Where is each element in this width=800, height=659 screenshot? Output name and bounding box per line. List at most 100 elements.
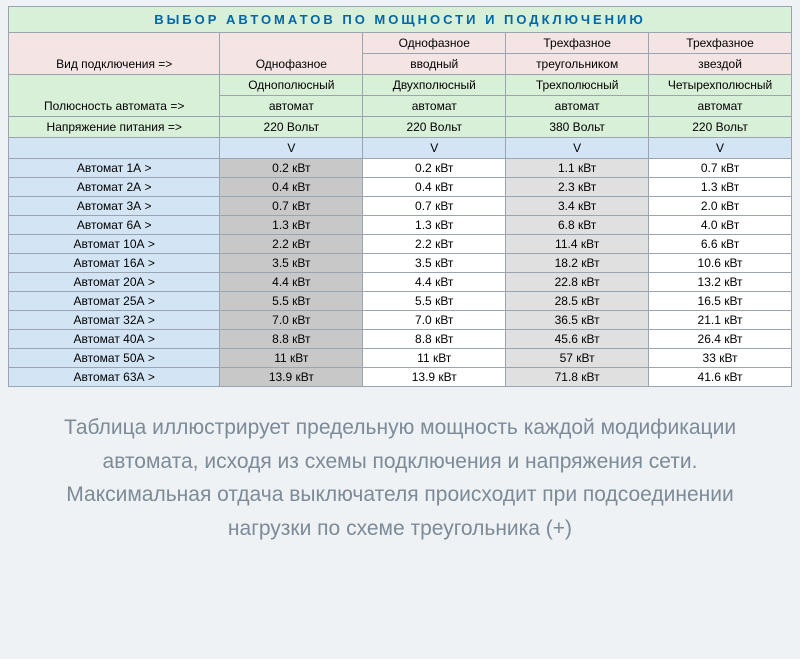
data-cell: 0.2 кВт: [363, 159, 506, 178]
data-cell: 10.6 кВт: [649, 254, 792, 273]
header-cell: автомат: [649, 96, 792, 117]
header-label: Полюсность автомата =>: [9, 75, 220, 117]
data-cell: 11 кВт: [363, 349, 506, 368]
data-cell: 57 кВт: [506, 349, 649, 368]
data-cell: 5.5 кВт: [363, 292, 506, 311]
header-label: Вид подключения =>: [9, 33, 220, 75]
caption-text: Таблица иллюстрирует предельную мощность…: [0, 387, 800, 545]
table-row: Автомат 50А >11 кВт11 кВт57 кВт33 кВт: [9, 349, 792, 368]
breaker-table: ВЫБОР АВТОМАТОВ ПО МОЩНОСТИ И ПОДКЛЮЧЕНИ…: [8, 6, 792, 387]
data-cell: 1.1 кВт: [506, 159, 649, 178]
data-cell: 0.2 кВт: [220, 159, 363, 178]
header-cell: 220 Вольт: [649, 117, 792, 138]
data-cell: 0.7 кВт: [649, 159, 792, 178]
row-label: Автомат 1А >: [9, 159, 220, 178]
row-label: Автомат 6А >: [9, 216, 220, 235]
data-cell: 11 кВт: [220, 349, 363, 368]
header-cell: Однофазное: [363, 33, 506, 54]
data-cell: 71.8 кВт: [506, 368, 649, 387]
data-cell: 13.2 кВт: [649, 273, 792, 292]
data-cell: 4.0 кВт: [649, 216, 792, 235]
table-row: Автомат 10А >2.2 кВт2.2 кВт11.4 кВт6.6 к…: [9, 235, 792, 254]
header-cell: Трехфазное: [506, 33, 649, 54]
header-cell: Двухполюсный: [363, 75, 506, 96]
data-cell: 4.4 кВт: [363, 273, 506, 292]
data-cell: 45.6 кВт: [506, 330, 649, 349]
table-wrap: ВЫБОР АВТОМАТОВ ПО МОЩНОСТИ И ПОДКЛЮЧЕНИ…: [0, 0, 800, 387]
data-cell: 8.8 кВт: [220, 330, 363, 349]
data-cell: 11.4 кВт: [506, 235, 649, 254]
data-cell: 6.6 кВт: [649, 235, 792, 254]
table-row: Автомат 40А >8.8 кВт8.8 кВт45.6 кВт26.4 …: [9, 330, 792, 349]
data-cell: 41.6 кВт: [649, 368, 792, 387]
header-cell: автомат: [363, 96, 506, 117]
data-cell: 7.0 кВт: [363, 311, 506, 330]
data-cell: 13.9 кВт: [363, 368, 506, 387]
row-label: Автомат 3А >: [9, 197, 220, 216]
data-cell: 1.3 кВт: [649, 178, 792, 197]
data-cell: 7.0 кВт: [220, 311, 363, 330]
data-cell: 2.2 кВт: [363, 235, 506, 254]
data-cell: 3.4 кВт: [506, 197, 649, 216]
data-cell: 0.7 кВт: [363, 197, 506, 216]
data-cell: 1.3 кВт: [363, 216, 506, 235]
header-cell: V: [363, 138, 506, 159]
data-cell: 3.5 кВт: [220, 254, 363, 273]
data-cell: 21.1 кВт: [649, 311, 792, 330]
row-label: Автомат 20А >: [9, 273, 220, 292]
row-label: Автомат 32А >: [9, 311, 220, 330]
row-label: Автомат 63А >: [9, 368, 220, 387]
data-cell: 26.4 кВт: [649, 330, 792, 349]
header-cell: 380 Вольт: [506, 117, 649, 138]
header-cell: звездой: [649, 54, 792, 75]
data-cell: 18.2 кВт: [506, 254, 649, 273]
data-cell: 0.4 кВт: [220, 178, 363, 197]
data-cell: 4.4 кВт: [220, 273, 363, 292]
row-label: Автомат 40А >: [9, 330, 220, 349]
header-cell: Трехполюсный: [506, 75, 649, 96]
data-cell: 33 кВт: [649, 349, 792, 368]
header-cell: Однофазное: [220, 33, 363, 75]
row-label: Автомат 25А >: [9, 292, 220, 311]
table-title: ВЫБОР АВТОМАТОВ ПО МОЩНОСТИ И ПОДКЛЮЧЕНИ…: [9, 7, 792, 33]
header-cell: треугольником: [506, 54, 649, 75]
header-cell: Однополюсный: [220, 75, 363, 96]
header-label: Напряжение питания =>: [9, 117, 220, 138]
header-cell: вводный: [363, 54, 506, 75]
row-label: Автомат 50А >: [9, 349, 220, 368]
data-cell: 0.7 кВт: [220, 197, 363, 216]
data-cell: 2.0 кВт: [649, 197, 792, 216]
data-cell: 5.5 кВт: [220, 292, 363, 311]
data-cell: 8.8 кВт: [363, 330, 506, 349]
data-cell: 13.9 кВт: [220, 368, 363, 387]
table-row: Автомат 3А >0.7 кВт0.7 кВт3.4 кВт2.0 кВт: [9, 197, 792, 216]
header-cell: V: [649, 138, 792, 159]
header-cell: V: [506, 138, 649, 159]
row-label: Автомат 16А >: [9, 254, 220, 273]
table-row: Автомат 25А >5.5 кВт5.5 кВт28.5 кВт16.5 …: [9, 292, 792, 311]
data-cell: 22.8 кВт: [506, 273, 649, 292]
header-cell: 220 Вольт: [220, 117, 363, 138]
data-cell: 16.5 кВт: [649, 292, 792, 311]
table-row: Автомат 32А >7.0 кВт7.0 кВт36.5 кВт21.1 …: [9, 311, 792, 330]
table-row: Автомат 20А >4.4 кВт4.4 кВт22.8 кВт13.2 …: [9, 273, 792, 292]
row-label: Автомат 10А >: [9, 235, 220, 254]
table-row: Автомат 63А >13.9 кВт13.9 кВт71.8 кВт41.…: [9, 368, 792, 387]
data-cell: 6.8 кВт: [506, 216, 649, 235]
header-cell: автомат: [506, 96, 649, 117]
data-cell: 1.3 кВт: [220, 216, 363, 235]
header-cell: V: [220, 138, 363, 159]
table-row: Автомат 6А >1.3 кВт1.3 кВт6.8 кВт4.0 кВт: [9, 216, 792, 235]
header-label: [9, 138, 220, 159]
header-cell: 220 Вольт: [363, 117, 506, 138]
header-cell: автомат: [220, 96, 363, 117]
data-cell: 3.5 кВт: [363, 254, 506, 273]
data-cell: 0.4 кВт: [363, 178, 506, 197]
header-cell: Четырехполюсный: [649, 75, 792, 96]
data-cell: 2.3 кВт: [506, 178, 649, 197]
table-row: Автомат 16А >3.5 кВт3.5 кВт18.2 кВт10.6 …: [9, 254, 792, 273]
table-row: Автомат 2А >0.4 кВт0.4 кВт2.3 кВт1.3 кВт: [9, 178, 792, 197]
row-label: Автомат 2А >: [9, 178, 220, 197]
data-cell: 36.5 кВт: [506, 311, 649, 330]
data-cell: 28.5 кВт: [506, 292, 649, 311]
